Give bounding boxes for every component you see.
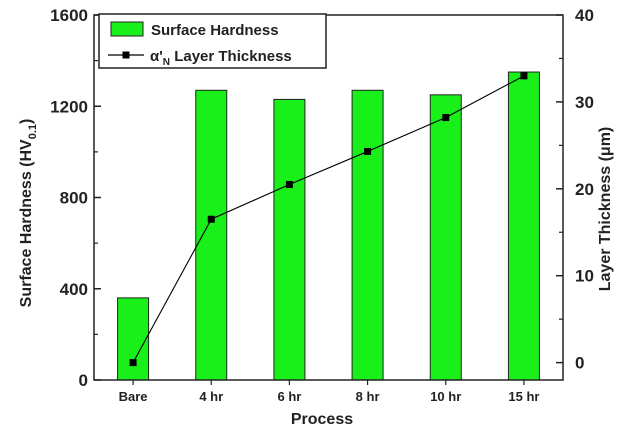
thickness-point-15-hr: [520, 72, 528, 80]
x-axis-title: Process: [291, 411, 353, 428]
bar-bare: [117, 297, 150, 381]
legend-label-hardness: Surface Hardness: [151, 22, 279, 39]
plot-frame: [93, 14, 564, 381]
legend: Surface Hardness α'N Layer Thickness: [98, 13, 327, 69]
thickness-point-4-hr: [207, 215, 215, 223]
y-right-tick-label: 40: [575, 6, 594, 25]
bars: [117, 71, 540, 381]
axes: 0 400 800 1200 1600 0 10 20 30 40 Bare 4 hr 6 hr 8 hr…: [50, 6, 594, 404]
x-tick-label: 10 hr: [430, 389, 461, 404]
legend-marker-swatch: [122, 51, 130, 59]
y-left-tick-label: 0: [79, 371, 88, 390]
thickness-point-8-hr: [364, 147, 372, 155]
y-right-tick-label: 0: [575, 354, 584, 373]
x-tick-label: 15 hr: [508, 389, 539, 404]
y-left-tick-label: 1200: [50, 97, 88, 116]
y-right-tick-label: 20: [575, 180, 594, 199]
y-right-tick-label: 30: [575, 93, 594, 112]
bar-8-hr: [351, 89, 384, 381]
y-left-tick-label: 1600: [50, 6, 88, 25]
bar-6-hr: [273, 98, 306, 381]
bar-10-hr: [429, 94, 462, 381]
thickness-line-series: [129, 72, 528, 367]
y-right-tick-label: 10: [575, 267, 594, 286]
x-tick-label: 4 hr: [199, 389, 223, 404]
bar-15-hr: [507, 71, 540, 381]
x-tick-label: 8 hr: [356, 389, 380, 404]
bar-4-hr: [195, 89, 228, 381]
y-axis-title-left: Surface Hardness (HV0.1): [18, 119, 39, 308]
thickness-point-10-hr: [442, 114, 450, 122]
y-left-tick-label: 400: [60, 280, 88, 299]
thickness-point-6-hr: [285, 180, 293, 188]
legend-bar-swatch: [110, 21, 144, 37]
x-tick-label: Bare: [119, 389, 148, 404]
thickness-point-bare: [129, 359, 137, 367]
y-axis-title-right: Layer Thickness (μm): [597, 127, 614, 292]
x-tick-label: 6 hr: [277, 389, 301, 404]
legend-label-thickness: α'N Layer Thickness: [150, 48, 292, 68]
thickness-line: [132, 75, 525, 363]
y-left-tick-label: 800: [60, 189, 88, 208]
